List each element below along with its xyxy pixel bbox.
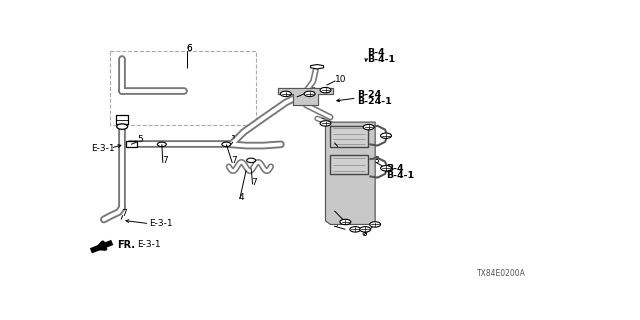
Text: 5: 5 [137,135,143,144]
Text: 6: 6 [187,44,193,53]
Bar [125,141,136,147]
Text: E-3-1: E-3-1 [137,240,161,249]
Circle shape [246,158,255,163]
Circle shape [360,227,371,232]
Circle shape [116,124,127,129]
Text: 6: 6 [187,44,193,53]
Bar [330,156,367,174]
Polygon shape [278,88,333,105]
Circle shape [304,91,315,97]
Polygon shape [326,122,375,224]
Circle shape [157,142,166,147]
Bar [330,126,367,147]
Text: E-3-1: E-3-1 [91,144,115,153]
Text: 9: 9 [332,220,338,229]
Text: 10: 10 [306,87,317,96]
Text: B-4-1: B-4-1 [367,55,395,64]
Text: 3: 3 [332,205,338,214]
Text: 7: 7 [162,156,168,165]
Text: FR.: FR. [117,240,135,250]
Circle shape [320,121,331,126]
Circle shape [364,124,374,130]
Text: 1: 1 [231,135,237,144]
Text: 7: 7 [121,209,127,218]
Text: 7: 7 [231,156,237,165]
Circle shape [320,87,331,93]
Bar [116,115,128,124]
Text: TX84E0200A: TX84E0200A [477,269,525,278]
Circle shape [381,133,392,139]
Circle shape [370,222,381,227]
Text: 10: 10 [335,75,347,84]
Circle shape [340,219,351,225]
Text: 4: 4 [239,193,244,202]
Text: B-4-1: B-4-1 [387,171,415,180]
Text: B-4: B-4 [367,48,384,57]
Text: B-24-1: B-24-1 [356,97,392,106]
Circle shape [381,165,392,171]
Text: 9: 9 [319,118,325,127]
Circle shape [280,91,291,97]
Text: 2: 2 [332,136,337,145]
Circle shape [350,227,361,232]
Text: 8: 8 [374,156,380,165]
Text: B-24: B-24 [356,90,381,99]
Text: B-4: B-4 [387,164,404,173]
Circle shape [222,142,231,147]
Bar [110,51,256,124]
Text: E-3-1: E-3-1 [150,219,173,228]
Text: 7: 7 [251,178,257,187]
Text: 8: 8 [362,229,367,238]
Polygon shape [310,65,324,69]
